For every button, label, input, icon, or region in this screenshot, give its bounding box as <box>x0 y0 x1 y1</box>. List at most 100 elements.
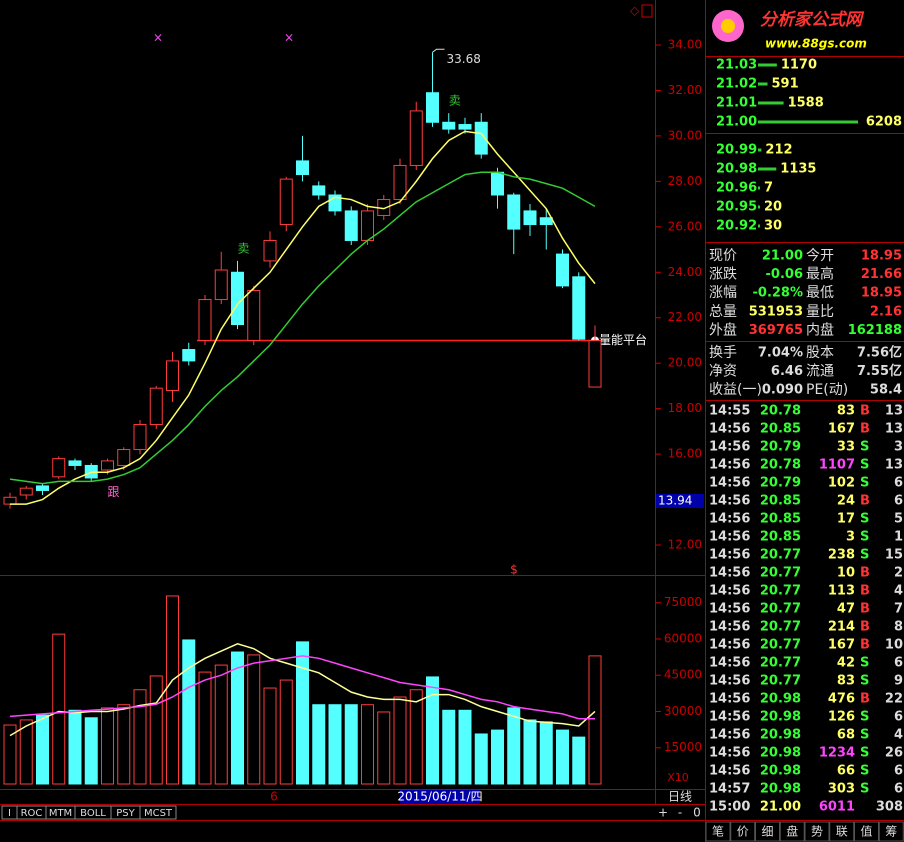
panel-tab[interactable] <box>779 821 805 842</box>
trade-price: 20.79 <box>760 476 801 491</box>
candle-body <box>474 121 488 155</box>
indicator-tab-label[interactable]: BOLL <box>80 808 106 819</box>
trade-volume: 102 <box>828 476 855 491</box>
panel-tab[interactable] <box>705 821 731 842</box>
volume-bar <box>474 733 488 785</box>
candle-body <box>231 271 244 326</box>
y-tick-label: 18.00 <box>668 401 702 415</box>
trade-volume: 83 <box>837 404 855 419</box>
trade-count: 308 <box>876 800 903 815</box>
book-price: 20.95 <box>716 200 757 215</box>
indicator-tab-label[interactable]: I <box>8 808 11 819</box>
trade-time: 14:56 <box>709 422 750 437</box>
nav-button[interactable]: - <box>678 806 682 820</box>
panel-tab-label[interactable]: 联 <box>836 825 848 839</box>
panel-tab-label[interactable]: 势 <box>811 825 823 839</box>
line <box>9 643 596 737</box>
y-tick-label: 15000 <box>664 740 702 754</box>
candle-body <box>393 164 407 201</box>
volume-bar <box>296 641 309 785</box>
y-tick-label: 45000 <box>664 668 702 682</box>
panel-tab[interactable] <box>829 821 855 842</box>
indicator-tab[interactable] <box>139 805 177 820</box>
candle-body <box>263 239 277 262</box>
y-tick-label: 26.00 <box>668 219 702 233</box>
volume-bar <box>442 709 456 785</box>
panel-tab[interactable] <box>878 821 904 842</box>
book-price: 21.01 <box>716 96 757 111</box>
trade-time: 14:56 <box>709 548 750 563</box>
volume-bar <box>19 719 33 785</box>
trade-time: 14:56 <box>709 638 750 653</box>
trade-time: 14:56 <box>709 458 750 473</box>
candle-body <box>3 496 17 505</box>
volume-bar <box>133 689 147 785</box>
quote-label: 最低 <box>806 285 834 301</box>
quote-label: 内盘 <box>806 321 834 338</box>
trade-volume: 1234 <box>819 746 855 761</box>
quote-label: 流通 <box>806 364 834 380</box>
trade-volume: 6011 <box>819 800 855 815</box>
nav-button[interactable]: + <box>658 806 668 820</box>
trade-volume: 17 <box>837 512 855 527</box>
panel-tab-label[interactable]: 笔 <box>712 824 724 839</box>
trade-time: 14:56 <box>709 566 750 581</box>
quote-value: 6.46 <box>771 364 803 379</box>
icon[interactable] <box>641 4 653 18</box>
candle-body <box>442 121 456 130</box>
trade-side: B <box>860 584 870 599</box>
book-volume-bar <box>758 167 777 171</box>
trade-price: 20.77 <box>760 638 801 653</box>
panel-tab-label[interactable]: 价 <box>737 825 749 839</box>
trade-volume: 3 <box>846 530 855 545</box>
trade-side: B <box>860 404 870 419</box>
trade-time: 14:56 <box>709 620 750 635</box>
panel-tab-label[interactable]: 筹 <box>885 825 897 839</box>
indicator-tab-label[interactable]: ROC <box>21 808 43 819</box>
nav-button[interactable]: 0 <box>693 806 701 820</box>
quote-label: 现价 <box>709 248 737 264</box>
volume-bar <box>247 654 261 785</box>
trade-count: 9 <box>894 674 903 689</box>
trade-side: S <box>860 458 869 473</box>
book-volume: 591 <box>772 77 799 92</box>
trade-side: S <box>860 710 869 725</box>
candle-body <box>361 210 374 241</box>
panel-tab[interactable] <box>804 821 830 842</box>
trade-time: 14:55 <box>709 404 750 419</box>
book-volume: 30 <box>764 219 782 234</box>
trade-count: 6 <box>894 476 903 491</box>
trade-price: 20.77 <box>760 620 801 635</box>
trade-price: 20.78 <box>760 404 801 419</box>
trade-count: 26 <box>885 746 903 761</box>
trade-side: B <box>860 422 870 437</box>
panel-tab-label[interactable]: 值 <box>860 824 872 839</box>
line <box>9 171 596 485</box>
trade-count: 4 <box>894 728 903 743</box>
book-volume-bar <box>758 120 858 124</box>
candle-body <box>36 485 49 491</box>
panel-tab-label[interactable]: 盘 <box>786 824 798 839</box>
panel-tab-label[interactable]: 细 <box>761 825 773 839</box>
y-tick-label: 16.00 <box>668 447 702 461</box>
panel-tab[interactable] <box>755 821 780 842</box>
trade-price: 20.98 <box>760 710 801 725</box>
trade-count: 3 <box>894 440 903 455</box>
quote-label: 外盘 <box>709 321 737 338</box>
marker: $ <box>510 563 518 577</box>
candle-body <box>539 217 553 226</box>
trade-side: S <box>860 674 869 689</box>
panel-tab[interactable] <box>854 821 879 842</box>
trade-time: 14:56 <box>709 602 750 617</box>
indicator-tab-label[interactable]: MTM <box>49 808 72 819</box>
quote-label: 涨幅 <box>709 285 737 301</box>
trade-price: 20.98 <box>760 692 801 707</box>
panel-tab[interactable] <box>730 821 756 842</box>
y-tick-label: 24.00 <box>668 265 702 279</box>
candle-body <box>572 276 586 340</box>
indicator-tab-label[interactable]: PSY <box>116 808 135 819</box>
volume-bar <box>572 736 586 785</box>
period-label[interactable]: 日线 <box>668 790 692 804</box>
indicator-tab-label[interactable]: MCST <box>144 808 173 819</box>
candle-body <box>312 185 326 196</box>
